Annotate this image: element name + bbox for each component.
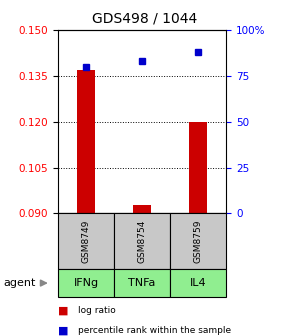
Text: ■: ■	[58, 306, 68, 316]
Bar	[189, 122, 207, 213]
Bar	[58, 269, 114, 297]
Text: GDS498 / 1044: GDS498 / 1044	[93, 12, 197, 26]
Text: GSM8749: GSM8749	[81, 219, 90, 263]
Text: GSM8754: GSM8754	[137, 219, 147, 263]
Text: log ratio: log ratio	[78, 306, 116, 315]
Text: ■: ■	[58, 326, 68, 336]
Bar	[133, 205, 151, 213]
Text: percentile rank within the sample: percentile rank within the sample	[78, 326, 231, 335]
Bar	[170, 269, 226, 297]
Bar	[58, 213, 114, 269]
Bar	[114, 269, 170, 297]
Text: IFNg: IFNg	[73, 278, 99, 288]
Bar	[114, 213, 170, 269]
Text: GSM8759: GSM8759	[194, 219, 203, 263]
Text: TNFa: TNFa	[128, 278, 156, 288]
Text: agent: agent	[3, 278, 35, 288]
Text: IL4: IL4	[190, 278, 206, 288]
Bar	[77, 70, 95, 213]
Bar	[170, 213, 226, 269]
